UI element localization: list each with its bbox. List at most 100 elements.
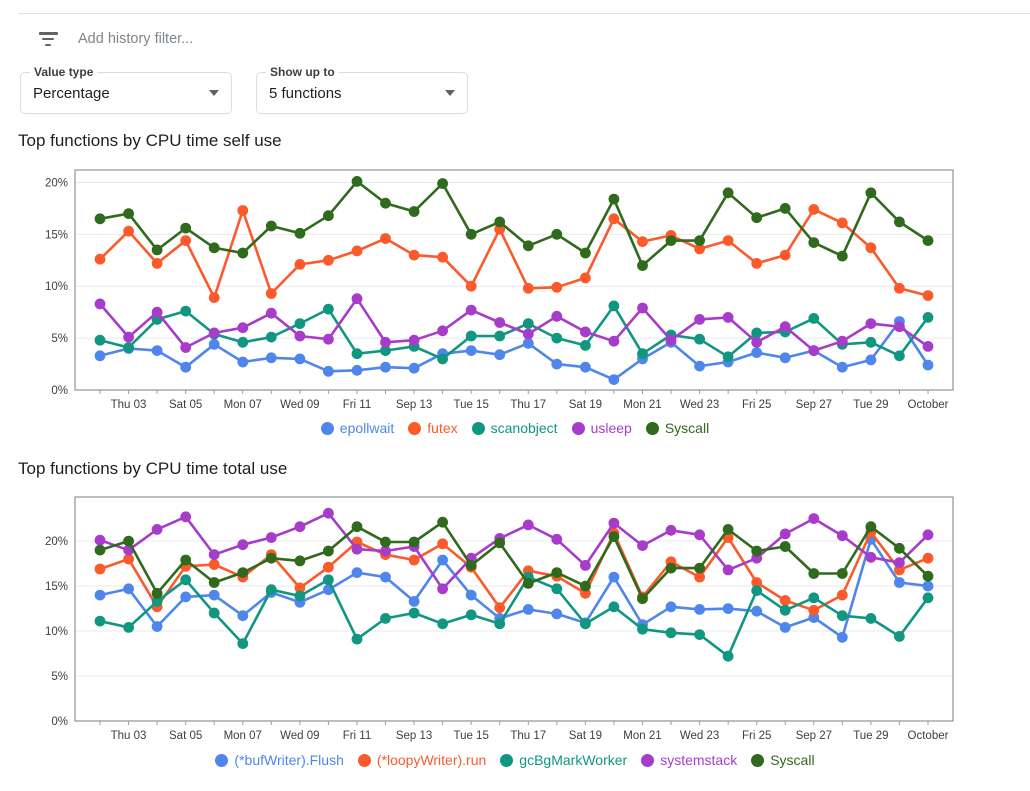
data-point[interactable] bbox=[294, 521, 306, 533]
data-point[interactable] bbox=[380, 571, 391, 583]
data-point[interactable] bbox=[751, 258, 763, 269]
data-point[interactable] bbox=[94, 615, 106, 627]
data-point[interactable] bbox=[922, 359, 934, 371]
data-point[interactable] bbox=[751, 545, 763, 557]
data-point[interactable] bbox=[722, 187, 734, 199]
data-point[interactable] bbox=[408, 362, 420, 374]
data-point[interactable] bbox=[922, 290, 934, 301]
data-point[interactable] bbox=[637, 236, 648, 247]
data-point[interactable] bbox=[351, 364, 363, 376]
data-point[interactable] bbox=[694, 235, 705, 246]
data-point[interactable] bbox=[894, 557, 905, 569]
data-point[interactable] bbox=[722, 564, 734, 576]
data-point[interactable] bbox=[180, 554, 192, 566]
data-point[interactable] bbox=[465, 304, 477, 316]
data-point[interactable] bbox=[551, 608, 563, 620]
data-point[interactable] bbox=[865, 242, 877, 254]
data-point[interactable] bbox=[408, 334, 420, 346]
data-point[interactable] bbox=[694, 604, 705, 615]
data-point[interactable] bbox=[237, 322, 249, 334]
data-point[interactable] bbox=[865, 187, 877, 199]
legend-item[interactable]: gcBgMarkWorker bbox=[500, 752, 627, 768]
data-point[interactable] bbox=[437, 178, 448, 189]
data-point[interactable] bbox=[237, 610, 249, 622]
data-point[interactable] bbox=[808, 604, 820, 616]
data-point[interactable] bbox=[180, 235, 192, 246]
data-point[interactable] bbox=[694, 562, 705, 574]
data-point[interactable] bbox=[894, 216, 905, 228]
data-point[interactable] bbox=[323, 545, 334, 557]
data-point[interactable] bbox=[894, 321, 905, 333]
data-point[interactable] bbox=[522, 519, 534, 531]
data-point[interactable] bbox=[779, 622, 791, 633]
data-point[interactable] bbox=[637, 623, 648, 635]
data-point[interactable] bbox=[208, 589, 220, 601]
data-point[interactable] bbox=[208, 549, 220, 560]
data-point[interactable] bbox=[380, 233, 391, 244]
data-point[interactable] bbox=[151, 306, 163, 318]
data-point[interactable] bbox=[180, 574, 192, 586]
data-point[interactable] bbox=[608, 374, 620, 385]
data-point[interactable] bbox=[865, 318, 877, 329]
data-point[interactable] bbox=[437, 516, 448, 528]
data-point[interactable] bbox=[408, 607, 420, 619]
data-point[interactable] bbox=[494, 216, 506, 228]
data-point[interactable] bbox=[637, 260, 648, 271]
show-up-to-select[interactable]: Show up to 5 functions bbox=[256, 66, 468, 114]
data-point[interactable] bbox=[580, 361, 591, 373]
data-point[interactable] bbox=[151, 244, 163, 256]
data-point[interactable] bbox=[494, 537, 506, 549]
data-point[interactable] bbox=[323, 333, 334, 345]
data-point[interactable] bbox=[894, 631, 905, 642]
data-point[interactable] bbox=[408, 536, 420, 548]
data-point[interactable] bbox=[494, 618, 506, 630]
data-point[interactable] bbox=[637, 540, 648, 551]
data-point[interactable] bbox=[580, 272, 591, 284]
data-point[interactable] bbox=[380, 536, 391, 548]
data-point[interactable] bbox=[665, 524, 677, 536]
data-point[interactable] bbox=[808, 568, 820, 579]
legend-item[interactable]: usleep bbox=[571, 420, 632, 436]
data-point[interactable] bbox=[351, 245, 363, 257]
data-point[interactable] bbox=[608, 213, 620, 225]
data-point[interactable] bbox=[494, 317, 506, 328]
data-point[interactable] bbox=[408, 249, 420, 261]
data-point[interactable] bbox=[94, 298, 106, 310]
data-point[interactable] bbox=[94, 589, 106, 601]
data-point[interactable] bbox=[694, 571, 705, 583]
data-point[interactable] bbox=[751, 327, 763, 339]
data-point[interactable] bbox=[808, 313, 820, 324]
data-point[interactable] bbox=[123, 208, 134, 219]
data-point[interactable] bbox=[123, 583, 134, 595]
data-point[interactable] bbox=[94, 563, 106, 575]
data-point[interactable] bbox=[465, 609, 477, 621]
data-point[interactable] bbox=[779, 595, 791, 606]
data-point[interactable] bbox=[894, 577, 905, 588]
data-point[interactable] bbox=[265, 331, 277, 343]
data-point[interactable] bbox=[294, 353, 306, 365]
data-point[interactable] bbox=[351, 543, 363, 555]
data-point[interactable] bbox=[722, 603, 734, 614]
data-point[interactable] bbox=[580, 247, 591, 259]
data-point[interactable] bbox=[522, 240, 534, 252]
data-point[interactable] bbox=[808, 204, 820, 215]
data-point[interactable] bbox=[522, 282, 534, 294]
data-point[interactable] bbox=[437, 583, 448, 595]
data-point[interactable] bbox=[922, 592, 934, 604]
data-point[interactable] bbox=[922, 570, 934, 582]
data-point[interactable] bbox=[580, 340, 591, 351]
data-point[interactable] bbox=[94, 534, 106, 546]
data-point[interactable] bbox=[237, 356, 249, 368]
data-point[interactable] bbox=[808, 513, 820, 524]
data-point[interactable] bbox=[94, 334, 106, 346]
data-point[interactable] bbox=[237, 336, 249, 348]
data-point[interactable] bbox=[779, 541, 791, 552]
data-point[interactable] bbox=[922, 235, 934, 246]
data-point[interactable] bbox=[522, 578, 534, 589]
data-point[interactable] bbox=[94, 350, 106, 362]
data-point[interactable] bbox=[751, 585, 763, 596]
data-point[interactable] bbox=[437, 618, 448, 630]
data-point[interactable] bbox=[922, 580, 934, 592]
data-point[interactable] bbox=[551, 533, 563, 545]
data-point[interactable] bbox=[522, 337, 534, 349]
